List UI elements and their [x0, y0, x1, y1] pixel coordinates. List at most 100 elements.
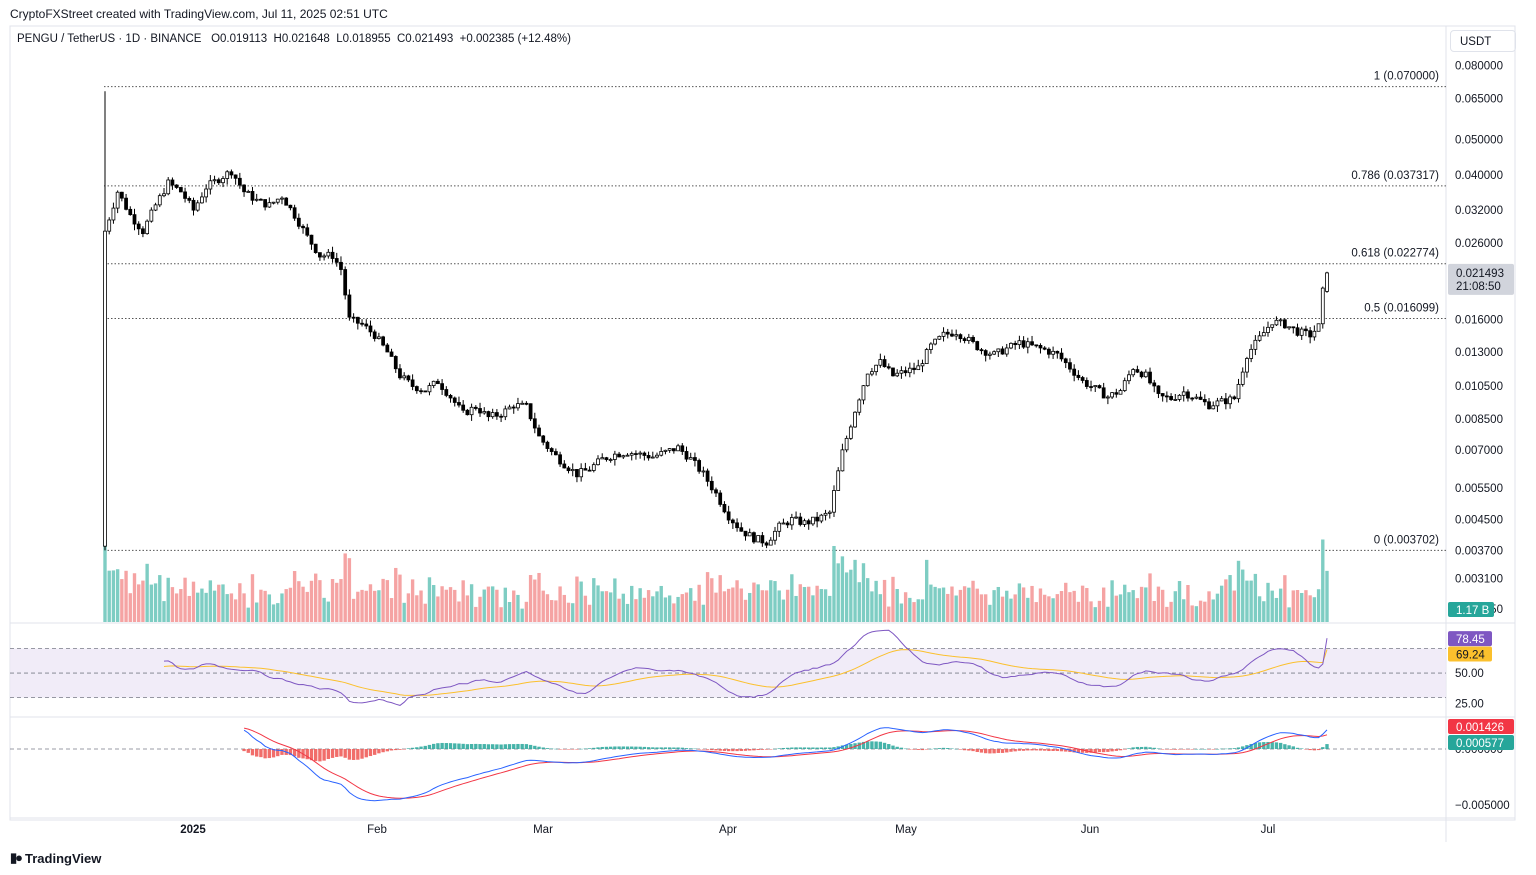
volume-bar	[967, 587, 971, 622]
volume-bar	[406, 593, 411, 622]
macd-histogram-bar	[1000, 749, 1005, 753]
macd-histogram-bar	[895, 746, 899, 749]
candle-down	[634, 453, 638, 455]
candle-down	[347, 294, 352, 318]
volume-bar	[1270, 590, 1274, 622]
candle-down	[1072, 368, 1077, 376]
candle-down	[191, 199, 196, 211]
macd-histogram-bar	[1072, 749, 1076, 753]
candle-up	[629, 453, 634, 456]
candle-down	[760, 535, 765, 544]
candle-up	[1143, 371, 1148, 378]
volume-bar	[811, 595, 815, 622]
volume-bar	[465, 595, 470, 622]
time-tick-label: 2025	[180, 824, 206, 836]
candle-up	[768, 539, 773, 546]
macd-histogram-bar	[288, 749, 293, 756]
candle-up	[503, 408, 508, 418]
price-tick-label: 0.008500	[1455, 414, 1503, 426]
candle-down	[423, 390, 428, 393]
macd-histogram-bar	[318, 749, 322, 762]
volume-bar	[221, 584, 225, 622]
macd-histogram-bar	[967, 749, 971, 751]
volume-bar	[899, 603, 904, 622]
volume-bar	[1245, 580, 1249, 622]
volume-tag-label: 1.17 B	[1456, 605, 1490, 617]
volume-bar	[608, 592, 613, 622]
volume-bar	[490, 586, 495, 622]
macd-histogram-bar	[908, 749, 912, 750]
macd-histogram-bar	[1030, 749, 1034, 751]
volume-bar	[528, 575, 533, 622]
volume-bar	[1295, 590, 1300, 622]
macd-histogram-bar	[533, 745, 537, 749]
macd-histogram-bar	[929, 748, 933, 750]
price-tick-label: 0.016000	[1455, 314, 1503, 326]
volume-bar	[368, 584, 373, 622]
volume-bar	[512, 590, 516, 622]
volume-bar	[1005, 590, 1009, 622]
candle-down	[912, 367, 916, 371]
candle-up	[625, 454, 630, 457]
candle-up	[596, 458, 600, 466]
candle-down	[360, 322, 364, 325]
price-tick-label: 0.040000	[1455, 170, 1503, 182]
macd-histogram-bar	[242, 749, 246, 752]
volume-bar	[828, 595, 832, 622]
fib-level-label: 0.618 (0.022774)	[1351, 248, 1439, 260]
candle-down	[1156, 385, 1161, 394]
volume-bar	[431, 585, 436, 622]
candle-down	[355, 316, 360, 324]
volume-bar	[162, 601, 166, 622]
candle-down	[263, 199, 267, 208]
candle-up	[377, 336, 381, 339]
price-tick-label: 0.005500	[1455, 483, 1503, 495]
volume-bar	[1051, 598, 1055, 622]
candle-up	[819, 514, 824, 522]
candle-down	[541, 435, 546, 443]
candle-down	[292, 207, 297, 219]
macd-histogram-bar	[1236, 747, 1241, 749]
candle-down	[1068, 362, 1072, 370]
candle-down	[364, 323, 369, 327]
candle-up	[992, 351, 996, 355]
candle-down	[743, 530, 748, 537]
candle-down	[604, 457, 609, 460]
candle-down	[979, 349, 984, 352]
volume-bar	[731, 587, 735, 622]
volume-bar	[937, 588, 942, 622]
candle-down	[368, 325, 373, 333]
candle-up	[166, 179, 171, 195]
macd-histogram-bar	[676, 747, 680, 749]
macd-histogram-bar	[962, 749, 967, 751]
rsi-ma-label: 69.24	[1456, 649, 1485, 661]
volume-bar	[983, 594, 988, 622]
macd-histogram-bar	[474, 743, 478, 749]
volume-bar	[318, 580, 322, 622]
volume-bar	[1291, 590, 1295, 622]
candle-down	[128, 208, 133, 216]
volume-bar	[356, 591, 360, 622]
macd-histogram-bar	[1165, 749, 1169, 750]
candle-up	[579, 468, 584, 478]
macd-histogram-bar	[785, 747, 790, 749]
volume-bar	[1266, 582, 1270, 622]
macd-histogram-bar	[819, 747, 824, 749]
candle-down	[642, 452, 647, 456]
candle-up	[1266, 326, 1270, 333]
macd-histogram-bar	[339, 749, 343, 757]
macd-histogram-bar	[798, 747, 802, 749]
volume-bar	[659, 585, 663, 622]
candle-down	[958, 334, 963, 340]
candle-down	[1000, 348, 1005, 355]
volume-bar	[495, 589, 499, 622]
macd-histogram-bar	[246, 749, 250, 753]
volume-bar	[735, 580, 739, 622]
volume-bar	[263, 590, 267, 622]
candle-up	[225, 171, 230, 179]
volume-bar	[410, 579, 415, 622]
volume-bar	[541, 590, 545, 622]
candle-up	[777, 522, 782, 532]
macd-histogram-bar	[326, 749, 331, 759]
